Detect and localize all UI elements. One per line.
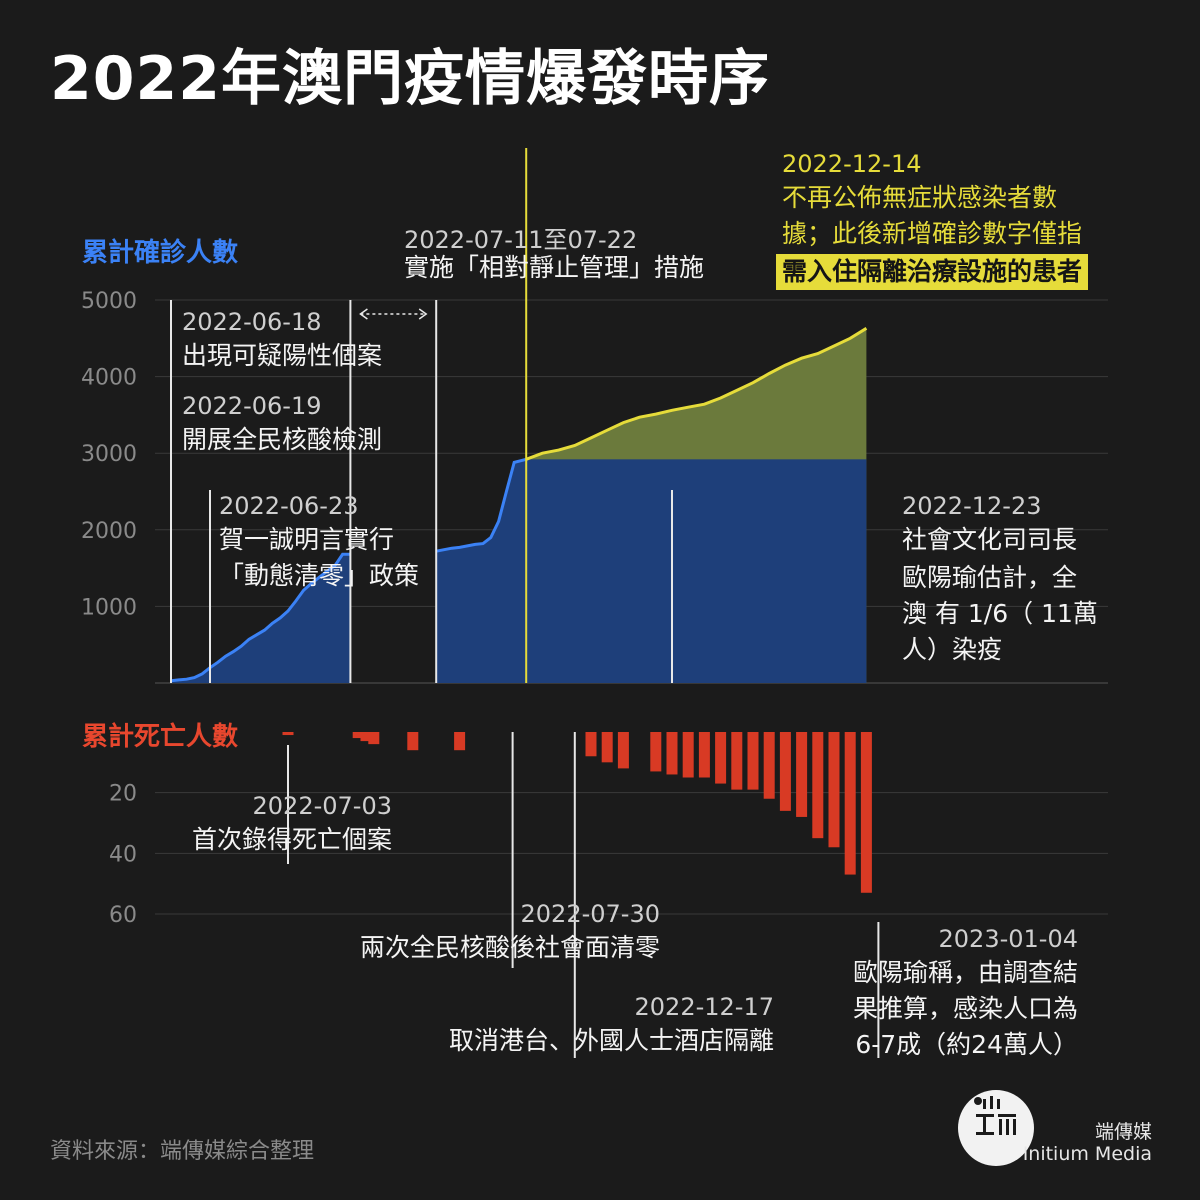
death-bar	[585, 732, 597, 757]
annotation-1214-line1: 不再公佈無症狀感染者數	[782, 183, 1058, 212]
confirmed-plateau-area	[526, 459, 867, 683]
annotation-0711-text: 實施「相對靜止管理」措施	[404, 253, 705, 282]
annotation-1214-date: 2022-12-14	[782, 150, 922, 178]
annotation-1223-line1: 社會文化司司長	[902, 525, 1078, 554]
death-bar	[360, 732, 372, 742]
death-bar	[747, 732, 759, 790]
estimate-line	[525, 327, 868, 461]
y-tick-label-deaths: 40	[109, 842, 137, 867]
death-bars	[282, 732, 872, 893]
page-title: 2022年澳門疫情爆發時序	[50, 44, 770, 114]
annotation-0619-date: 2022-06-19	[182, 392, 322, 420]
annotation-0703-text: 首次錄得死亡個案	[191, 825, 392, 854]
annotation-0623-date: 2022-06-23	[219, 492, 359, 520]
death-bar	[282, 732, 294, 736]
death-bar	[650, 732, 662, 772]
annotation-0730-text: 兩次全民核酸後社會面清零	[359, 933, 660, 962]
cases-area-segment-1	[171, 554, 351, 683]
death-bar	[666, 732, 678, 775]
death-bar	[454, 732, 466, 751]
y-tick-label-cases: 2000	[81, 519, 137, 544]
death-bar	[860, 732, 872, 893]
death-bar	[828, 732, 840, 848]
death-bar	[796, 732, 808, 817]
annotation-1214-line3: 需入住隔離治療設施的患者	[776, 254, 1089, 290]
case-areas	[170, 327, 868, 683]
death-bar	[368, 732, 380, 745]
arrow-left-icon	[359, 308, 368, 320]
annotation-0623-line1: 賀一誠明言實行	[219, 525, 395, 554]
death-bar	[779, 732, 791, 811]
arrow-right-icon	[418, 308, 428, 320]
death-bar	[617, 732, 629, 769]
annotation-0711-date: 2022-07-11至07-22	[404, 226, 638, 254]
annotation-0104-line2: 果推算，感染人口為	[852, 994, 1078, 1023]
annotation-0730-date: 2022-07-30	[520, 900, 660, 928]
initium-logo-icon	[958, 1090, 1034, 1166]
y-tick-label-cases: 4000	[81, 366, 137, 391]
death-bar	[352, 732, 364, 739]
y-tick-label-cases: 3000	[81, 442, 137, 467]
death-bar	[844, 732, 856, 875]
annotation-0618-text: 出現可疑陽性個案	[182, 341, 383, 370]
annotation-0619-text: 開展全民核酸檢測	[182, 425, 383, 454]
y-ticks: 1000 2000 3000 4000 5000 20 40 60	[81, 289, 137, 928]
y-tick-label-cases: 5000	[81, 289, 137, 314]
annotation-1217-date: 2022-12-17	[634, 993, 774, 1021]
death-bar	[731, 732, 743, 790]
annotation-0104-date: 2023-01-04	[938, 925, 1078, 953]
annotation-0703-date: 2022-07-03	[252, 792, 392, 820]
cases-chart-title: 累計確診人數	[82, 238, 239, 268]
annotation-0623-line2: 「動態清零」政策	[219, 561, 420, 590]
annotation-1214-line2: 據；此後新增確診數字僅指	[782, 219, 1083, 248]
death-bar	[812, 732, 824, 839]
annotation-1223-date: 2022-12-23	[902, 492, 1042, 520]
annotation-0618-date: 2022-06-18	[182, 308, 322, 336]
brand-name-en: Initium Media	[1022, 1143, 1152, 1165]
annotation-1217-text: 取消港台、外國人士酒店隔離	[448, 1026, 774, 1055]
death-bar	[763, 732, 775, 799]
source-note: 資料來源：端傳媒綜合整理	[50, 1139, 315, 1164]
annotation-1223-line3: 澳 有 1/6（ 11萬	[902, 599, 1098, 628]
annotation-0104-line1: 歐陽瑜稱，由調查結	[852, 958, 1078, 987]
annotation-1223-line4: 人）染疫	[902, 635, 1003, 664]
cases-line-segment-1	[170, 552, 351, 683]
death-bar	[601, 732, 613, 763]
annotation-1223-line2: 歐陽瑜估計，全	[902, 563, 1078, 592]
annotation-lines	[170, 148, 880, 1058]
cases-area-segment-2	[436, 459, 527, 683]
brand-name-cn: 端傳媒	[1094, 1121, 1152, 1143]
y-tick-label-deaths: 60	[109, 903, 137, 928]
death-bar	[715, 732, 727, 784]
death-bar	[698, 732, 710, 778]
death-bar	[407, 732, 419, 751]
y-tick-label-deaths: 20	[109, 782, 137, 807]
deaths-chart-title: 累計死亡人數	[82, 722, 239, 752]
death-bar	[682, 732, 694, 778]
cases-line-segment-2	[435, 457, 527, 553]
grid-lines	[155, 299, 1108, 915]
annotation-0104-line3: 6-7成（約24萬人）	[855, 1030, 1078, 1059]
y-tick-label-cases: 1000	[81, 595, 137, 620]
